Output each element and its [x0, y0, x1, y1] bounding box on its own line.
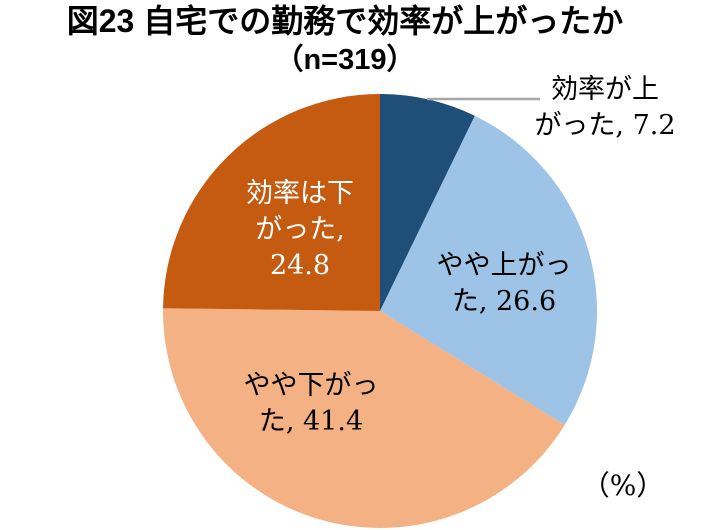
- data-label-efficiency-down: 効率は下 がった, 24.8: [246, 178, 354, 281]
- pie-slices: [163, 94, 598, 528]
- pie-slice-3: [163, 308, 565, 528]
- percent-unit-label: （%）: [581, 469, 665, 502]
- chart-title: 図23 自宅での勤務で効率が上がったか: [66, 3, 624, 39]
- pie-slice-4: [163, 94, 380, 311]
- data-label-slightly-down: やや下がっ た, 41.4: [243, 370, 379, 437]
- pie-slice-2: [380, 115, 598, 425]
- pie-slice-1: [380, 94, 475, 311]
- sample-size-label: （n=319）: [274, 44, 416, 76]
- data-label-efficiency-up: 効率が上 がった, 7.2: [534, 74, 676, 141]
- data-label-slightly-up: やや上がっ た, 26.6: [436, 250, 572, 317]
